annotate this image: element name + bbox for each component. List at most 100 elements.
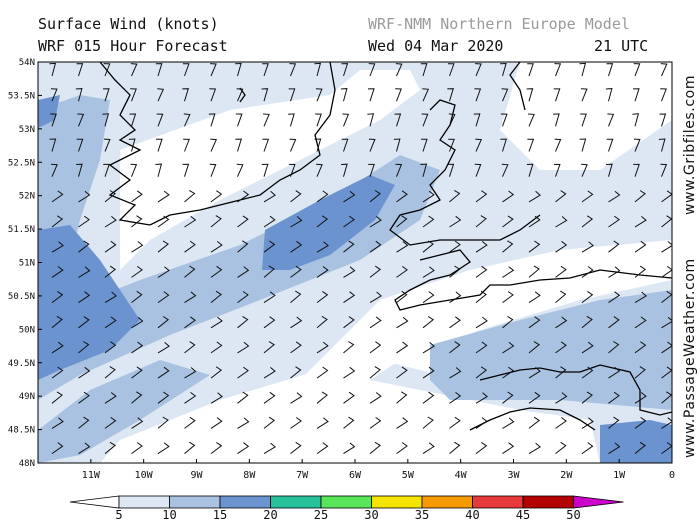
wind-barb bbox=[448, 113, 456, 127]
wind-barb bbox=[157, 190, 170, 203]
wind-barb bbox=[500, 113, 508, 127]
wind-barb bbox=[290, 441, 302, 454]
wind-barb bbox=[502, 190, 515, 203]
wind-barb bbox=[608, 215, 620, 228]
wind-barb bbox=[606, 138, 614, 152]
wind-barb bbox=[342, 113, 350, 127]
wind-barb bbox=[395, 88, 402, 102]
forecast-time: 21 UTC bbox=[594, 37, 649, 55]
wind-barb bbox=[315, 88, 323, 102]
wind-barb bbox=[661, 442, 672, 455]
wind-barb bbox=[449, 189, 461, 203]
wind-barb bbox=[78, 316, 90, 329]
wind-barb bbox=[340, 88, 348, 102]
wind-barb bbox=[209, 88, 217, 102]
wind-barb bbox=[104, 216, 117, 228]
wind-barb bbox=[314, 138, 322, 152]
wind-barb bbox=[104, 265, 117, 278]
wind-barb bbox=[554, 138, 562, 152]
wind-barb bbox=[661, 316, 672, 329]
wind-barb bbox=[555, 190, 567, 203]
wind-barb bbox=[131, 366, 143, 379]
wind-barb bbox=[449, 392, 462, 404]
wind-barb bbox=[660, 63, 668, 77]
wind-barb bbox=[396, 442, 408, 455]
wind-barb bbox=[660, 163, 668, 177]
wind-barb bbox=[315, 113, 322, 127]
wind-barb bbox=[581, 290, 594, 303]
wind-barb bbox=[316, 391, 328, 404]
wind-barb bbox=[475, 417, 488, 429]
coast-southwest-england bbox=[394, 249, 672, 311]
wind-barb bbox=[449, 441, 461, 454]
wind-barb bbox=[396, 265, 408, 278]
wind-barb bbox=[527, 138, 535, 152]
wind-barb bbox=[314, 62, 322, 77]
wind-barb bbox=[78, 190, 91, 203]
wind-barb bbox=[263, 391, 276, 404]
wind-barb bbox=[581, 417, 594, 429]
gribfiles-url: www.Gribfiles.com bbox=[682, 74, 698, 215]
wind-barb bbox=[396, 417, 409, 429]
coastlines bbox=[99, 62, 672, 431]
wind-barb bbox=[184, 341, 196, 354]
wind-barb bbox=[528, 113, 535, 127]
lat-label: 53N bbox=[19, 125, 35, 135]
wind-barb bbox=[555, 265, 567, 278]
wind-barb bbox=[209, 163, 217, 177]
wind-barb bbox=[422, 391, 435, 404]
wind-barb bbox=[502, 442, 515, 455]
wind-barb bbox=[51, 442, 64, 455]
wind-barb bbox=[316, 417, 329, 429]
wind-barb bbox=[157, 215, 170, 228]
wind-barb bbox=[475, 316, 488, 329]
wind-barb bbox=[78, 341, 90, 354]
wind-barb bbox=[661, 417, 672, 429]
lat-label: 50.5N bbox=[8, 292, 35, 302]
strong-core-west bbox=[38, 225, 140, 380]
wind-barb bbox=[51, 366, 64, 379]
wind-barb bbox=[237, 391, 249, 404]
lon-label: 7W bbox=[296, 470, 309, 481]
wind-barb bbox=[367, 88, 375, 102]
wind-barb bbox=[396, 215, 408, 228]
wind-barb bbox=[396, 341, 409, 354]
wind-barb bbox=[396, 391, 408, 404]
wind-barb bbox=[157, 88, 165, 102]
wind-barb bbox=[288, 113, 295, 127]
wind-barb bbox=[157, 291, 170, 304]
wind-barb bbox=[50, 113, 57, 127]
wind-barb bbox=[396, 316, 409, 329]
wind-barb bbox=[210, 63, 217, 77]
wind-barb bbox=[581, 442, 594, 455]
wind-barb bbox=[608, 266, 621, 278]
wind-barb bbox=[182, 88, 189, 102]
wind-barb bbox=[502, 391, 514, 404]
wind-barb bbox=[290, 392, 303, 404]
wind-barb bbox=[263, 367, 276, 379]
wind-barb bbox=[343, 442, 356, 455]
wind-barb bbox=[78, 391, 90, 404]
wind-barb bbox=[288, 88, 296, 102]
wind-barb bbox=[581, 163, 588, 177]
wind-barb bbox=[608, 442, 621, 455]
wind-barb bbox=[51, 190, 64, 203]
wind-barb bbox=[528, 367, 541, 379]
lon-label: 1W bbox=[613, 470, 626, 481]
wind-barb bbox=[634, 341, 647, 354]
coast-north-england bbox=[509, 62, 526, 111]
wind-barb bbox=[341, 138, 349, 152]
calm-region-biscay bbox=[100, 370, 600, 463]
wind-barb bbox=[263, 113, 270, 127]
passageweather-url: www.PassageWeather.com bbox=[682, 258, 698, 458]
wind-barb bbox=[449, 240, 461, 253]
wind-barb bbox=[343, 266, 356, 278]
lat-label: 48.5N bbox=[8, 426, 35, 436]
wind-barb bbox=[316, 241, 329, 253]
wind-barb bbox=[580, 88, 588, 102]
lon-label: 6W bbox=[349, 470, 362, 481]
wind-barb bbox=[208, 113, 216, 127]
wind-barb bbox=[76, 63, 84, 77]
wind-barb bbox=[183, 113, 191, 127]
